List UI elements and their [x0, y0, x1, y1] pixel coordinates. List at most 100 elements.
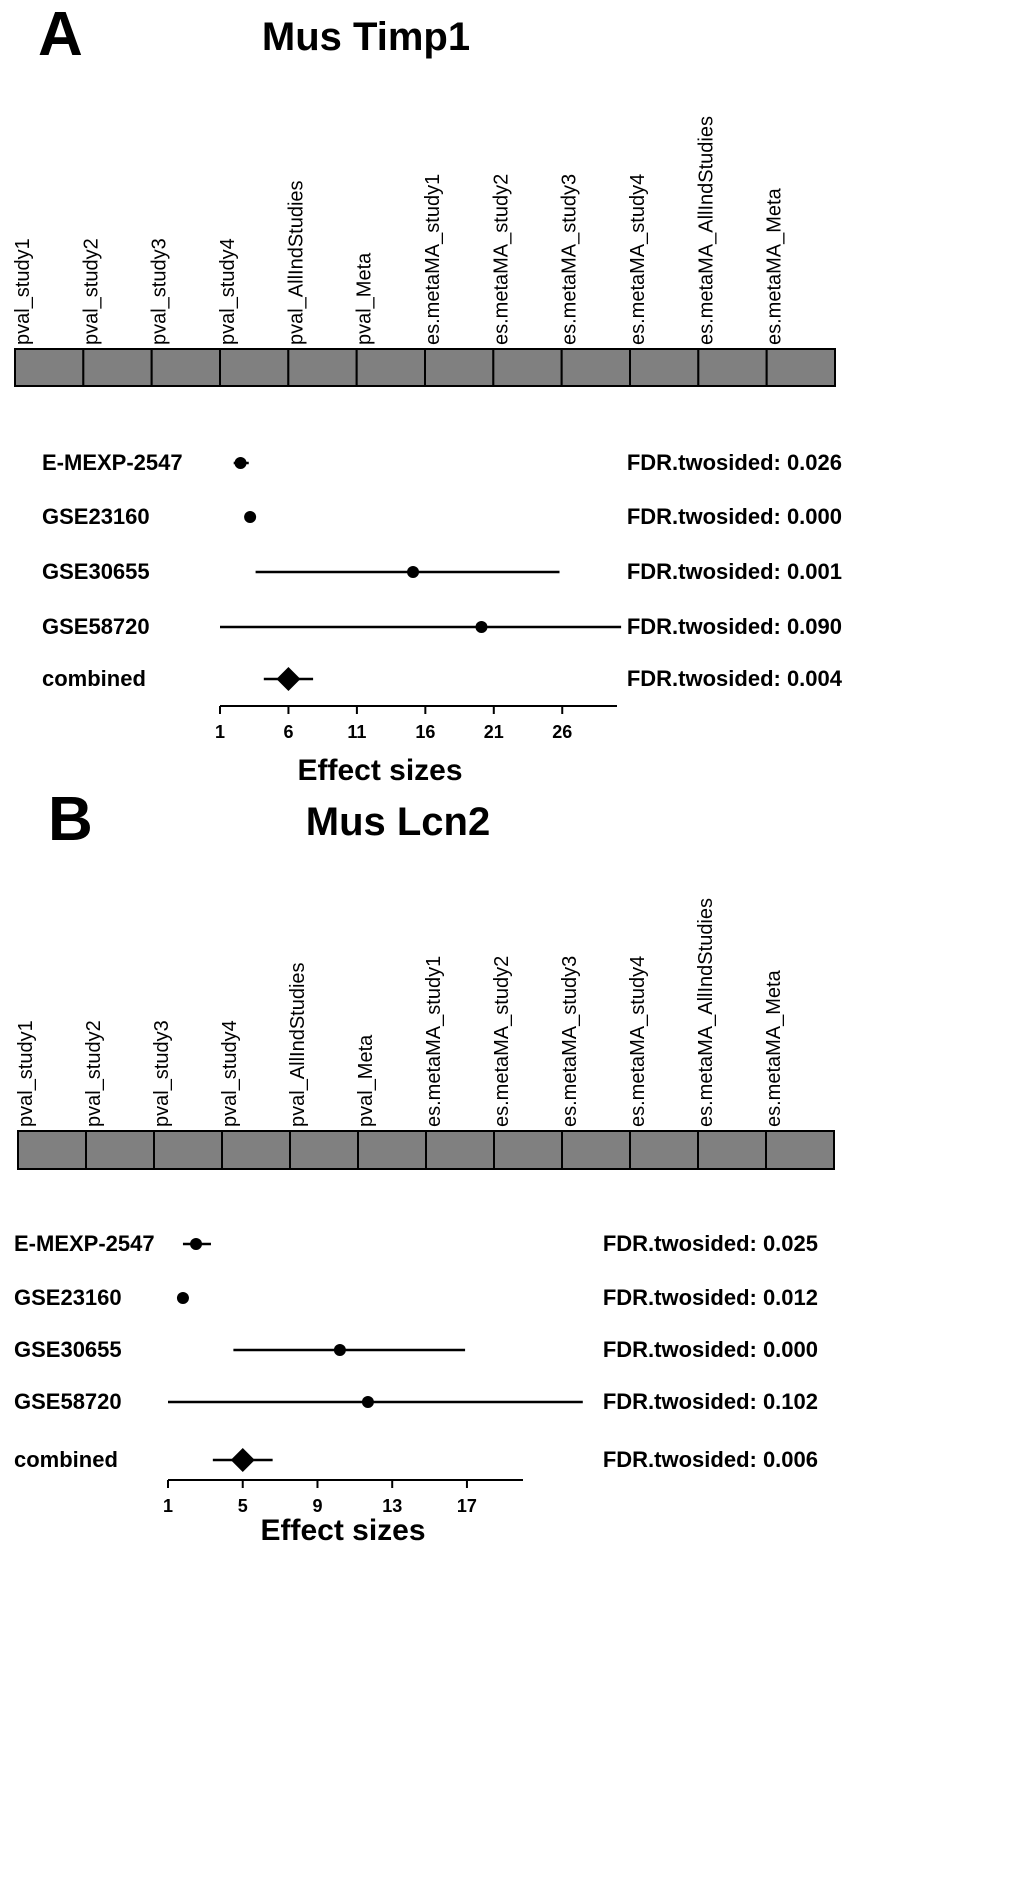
column-label: es.metaMA_study2 — [490, 174, 512, 345]
grid-cell — [697, 1130, 767, 1170]
grid-cell — [697, 348, 768, 387]
forest-plot: E-MEXP-2547 FDR.twosided: 0.026 GSE23160 FD… — [42, 450, 843, 787]
fdr-label: FDR.twosided: 0.026 — [627, 450, 842, 475]
row-label: combined — [42, 666, 146, 691]
panel-title: Mus Timp1 — [262, 15, 470, 59]
fdr-label: FDR.twosided: 0.000 — [603, 1337, 818, 1362]
x-tick-label: 13 — [382, 1496, 402, 1516]
grid-cell — [493, 1130, 563, 1170]
grid-cell — [17, 1130, 87, 1170]
column-label: es.metaMA_study4 — [627, 174, 649, 345]
forest-row: GSE58720 FDR.twosided: 0.102 — [14, 1389, 818, 1414]
forest-row: combined FDR.twosided: 0.004 — [42, 666, 843, 691]
fdr-label: FDR.twosided: 0.001 — [627, 559, 842, 584]
column-label: es.metaMA_study1 — [422, 174, 444, 345]
column-label: pval_AllIndStudies — [285, 180, 307, 345]
grid-cell — [355, 348, 426, 387]
forest-row: GSE23160 FDR.twosided: 0.012 — [14, 1285, 818, 1310]
column-label: pval_study2 — [83, 1020, 105, 1127]
panel-letter: B — [48, 785, 93, 854]
grid-cell — [629, 348, 700, 387]
column-label: pval_study4 — [219, 1020, 241, 1127]
x-tick-label: 21 — [484, 722, 504, 742]
forest-row: E-MEXP-2547 FDR.twosided: 0.025 — [14, 1231, 818, 1256]
row-label: GSE30655 — [42, 559, 150, 584]
fdr-label: FDR.twosided: 0.006 — [603, 1447, 818, 1472]
grid-cell — [287, 348, 358, 387]
estimate-point — [333, 1344, 346, 1356]
grid-cell — [560, 348, 632, 387]
column-label: es.metaMA_study3 — [559, 174, 581, 345]
column-label: pval_study1 — [15, 1020, 37, 1127]
grid-cell — [765, 348, 837, 387]
column-label: pval_study3 — [151, 1020, 173, 1127]
estimate-diamond — [276, 667, 301, 691]
forest-row: E-MEXP-2547 FDR.twosided: 0.026 — [42, 450, 842, 475]
column-label: pval_Meta — [355, 1034, 377, 1127]
row-label: GSE58720 — [42, 614, 150, 639]
x-axis-title: Effect sizes — [260, 1514, 425, 1547]
column-label: pval_study1 — [12, 238, 34, 345]
estimate-point — [244, 511, 257, 523]
column-label: es.metaMA_AllIndStudies — [695, 116, 717, 345]
forest-row: GSE23160 FDR.twosided: 0.000 — [42, 504, 842, 529]
fdr-label: FDR.twosided: 0.090 — [627, 614, 842, 639]
estimate-point — [475, 621, 488, 633]
panel-a: A Mus Timp1 pval_study1 pval_study2 pval_stu… — [12, 0, 843, 787]
x-tick-label: 1 — [215, 722, 225, 742]
fdr-label: FDR.twosided: 0.012 — [603, 1285, 818, 1310]
forest-plot: E-MEXP-2547 FDR.twosided: 0.025 GSE23160 FD… — [14, 1231, 818, 1547]
grid-cell — [82, 348, 153, 387]
column-label: es.metaMA_Meta — [763, 969, 785, 1127]
column-label: es.metaMA_Meta — [764, 187, 786, 345]
row-label: combined — [14, 1447, 118, 1472]
column-label: es.metaMA_AllIndStudies — [695, 898, 717, 1127]
fdr-label: FDR.twosided: 0.004 — [627, 666, 843, 691]
estimate-point — [190, 1238, 203, 1250]
grid-cell — [289, 1130, 359, 1170]
estimate-point — [234, 457, 247, 469]
row-label: GSE23160 — [42, 504, 150, 529]
row-label: GSE23160 — [14, 1285, 122, 1310]
x-tick-label: 9 — [312, 1496, 322, 1516]
x-tick-label: 5 — [238, 1496, 248, 1516]
column-label: pval_study3 — [149, 238, 171, 345]
column-label: pval_study2 — [80, 238, 102, 345]
column-label: es.metaMA_study4 — [627, 956, 649, 1127]
fdr-label: FDR.twosided: 0.025 — [603, 1231, 818, 1256]
column-label: es.metaMA_study2 — [491, 956, 513, 1127]
forest-row: GSE30655 FDR.twosided: 0.001 — [42, 559, 842, 584]
x-tick-label: 1 — [163, 1496, 173, 1516]
forest-row: GSE58720 FDR.twosided: 0.090 — [42, 614, 842, 639]
grid-cell — [629, 1130, 699, 1170]
grid-cell — [219, 348, 290, 387]
column-label: es.metaMA_study1 — [423, 956, 445, 1127]
fdr-label: FDR.twosided: 0.000 — [627, 504, 842, 529]
grid-cell — [153, 1130, 223, 1170]
column-label: es.metaMA_study3 — [559, 956, 581, 1127]
grid-cell — [85, 1130, 155, 1170]
fdr-label: FDR.twosided: 0.102 — [603, 1389, 818, 1414]
x-tick-label: 16 — [415, 722, 435, 742]
forest-row: combined FDR.twosided: 0.006 — [14, 1447, 818, 1472]
estimate-point — [176, 1292, 189, 1304]
x-tick-label: 6 — [283, 722, 293, 742]
grid-cell — [492, 348, 563, 387]
row-label: E-MEXP-2547 — [14, 1231, 155, 1256]
grid-cell — [150, 348, 222, 387]
grid-cell — [425, 1130, 495, 1170]
row-label: GSE30655 — [14, 1337, 122, 1362]
grid-cell — [765, 1130, 835, 1170]
column-grid: pval_study1 pval_study2 pval_study3 pval_st… — [15, 898, 835, 1170]
x-tick-label: 17 — [457, 1496, 477, 1516]
panel-letter: A — [38, 0, 83, 69]
row-label: E-MEXP-2547 — [42, 450, 183, 475]
grid-cell — [357, 1130, 427, 1170]
grid-cell — [424, 348, 495, 387]
grid-cell — [221, 1130, 291, 1170]
estimate-point — [361, 1396, 374, 1408]
column-label: pval_AllIndStudies — [287, 962, 309, 1127]
